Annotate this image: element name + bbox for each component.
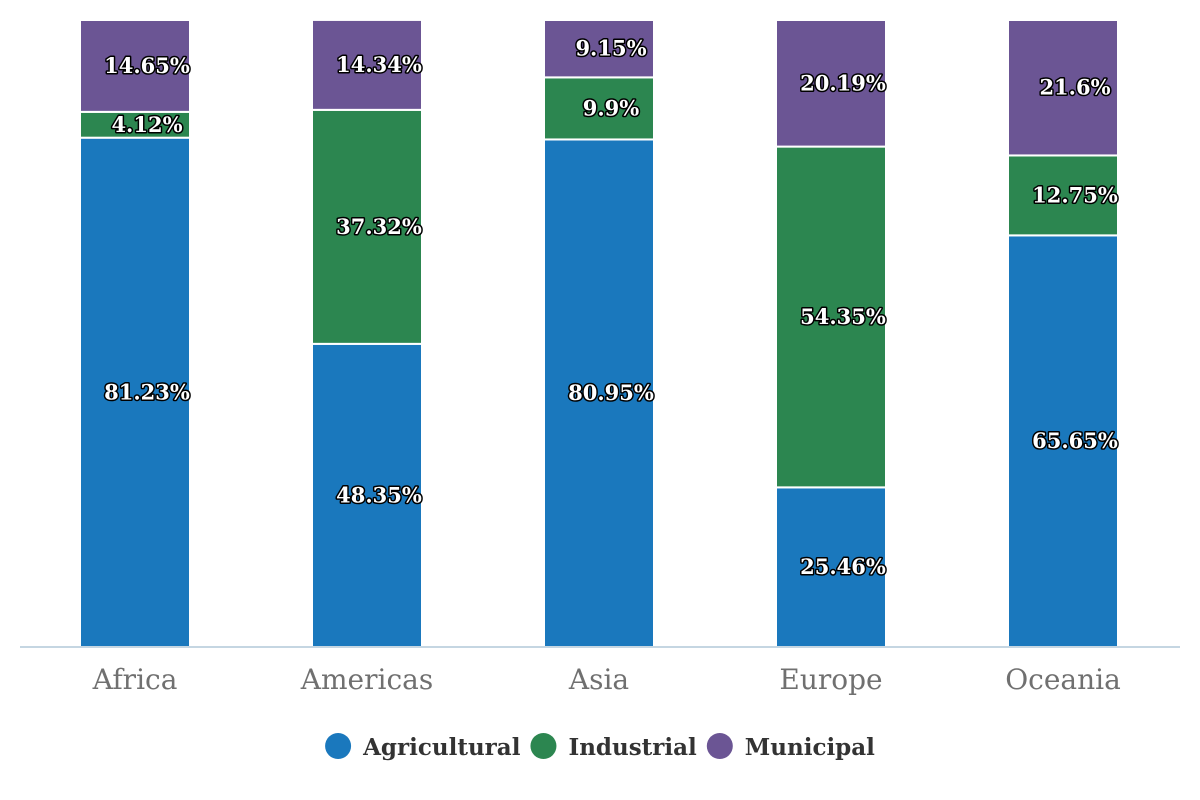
- legend-label-municipal: Municipal: [745, 734, 875, 761]
- data-label-asia-agricultural: 80.95%: [568, 380, 654, 405]
- data-label-americas-agricultural: 48.35%: [336, 482, 422, 507]
- category-label-americas: Americas: [300, 663, 433, 696]
- bar-africa-municipal: [79, 19, 191, 113]
- bar-asia-municipal: [543, 19, 655, 79]
- bar-asia-industrial: [543, 76, 655, 141]
- bar-americas-municipal: [311, 18, 423, 111]
- legend-marker-agricultural: [325, 733, 352, 759]
- legend-item-municipal[interactable]: Municipal: [706, 733, 875, 761]
- bars-layer: [79, 18, 1119, 649]
- data-label-africa-industrial: 4.12%: [111, 112, 182, 137]
- data-labels-layer: 81.23% 4.12% 14.65% 48.35% 37.32% 14.34% 80.95…: [103, 34, 1120, 580]
- legend-item-agricultural[interactable]: Agricultural: [325, 733, 521, 761]
- bar-oceania-agricultural: [1007, 234, 1119, 648]
- data-label-oceania-agricultural: 65.65%: [1032, 428, 1118, 453]
- legend-marker-municipal: [706, 733, 733, 759]
- data-label-oceania-industrial: 12.75%: [1032, 182, 1118, 207]
- bar-oceania-municipal: [1007, 19, 1119, 157]
- data-label-asia-municipal: 9.15%: [575, 36, 646, 61]
- data-label-africa-municipal: 14.65%: [104, 53, 190, 78]
- bar-africa-agricultural: [79, 136, 191, 648]
- data-label-africa-agricultural: 81.23%: [104, 379, 190, 404]
- data-label-asia-industrial: 9.9%: [583, 95, 640, 120]
- category-labels-layer: Africa Americas Asia Europe Oceania: [92, 663, 1121, 696]
- bar-europe-industrial: [775, 145, 887, 489]
- legend-label-agricultural: Agricultural: [362, 734, 521, 761]
- data-label-americas-industrial: 37.32%: [336, 214, 422, 239]
- category-label-africa: Africa: [92, 663, 178, 696]
- bar-americas-industrial: [311, 108, 423, 345]
- data-label-europe-agricultural: 25.46%: [800, 554, 886, 579]
- bar-europe-agricultural: [775, 486, 887, 649]
- legend-marker-industrial: [530, 733, 557, 759]
- data-label-europe-industrial: 54.35%: [800, 304, 886, 329]
- legend: Agricultural Industrial Municipal: [325, 733, 875, 761]
- data-label-americas-municipal: 14.34%: [336, 52, 422, 77]
- category-label-oceania: Oceania: [1005, 663, 1121, 696]
- legend-item-industrial[interactable]: Industrial: [530, 733, 697, 761]
- data-label-europe-municipal: 20.19%: [800, 70, 886, 95]
- legend-label-industrial: Industrial: [568, 734, 697, 761]
- data-label-oceania-municipal: 21.6%: [1039, 75, 1110, 100]
- bar-americas-agricultural: [311, 342, 423, 648]
- bar-europe-municipal: [775, 19, 887, 148]
- category-label-europe: Europe: [779, 663, 882, 696]
- bar-africa-industrial: [79, 110, 191, 139]
- category-label-asia: Asia: [568, 663, 629, 696]
